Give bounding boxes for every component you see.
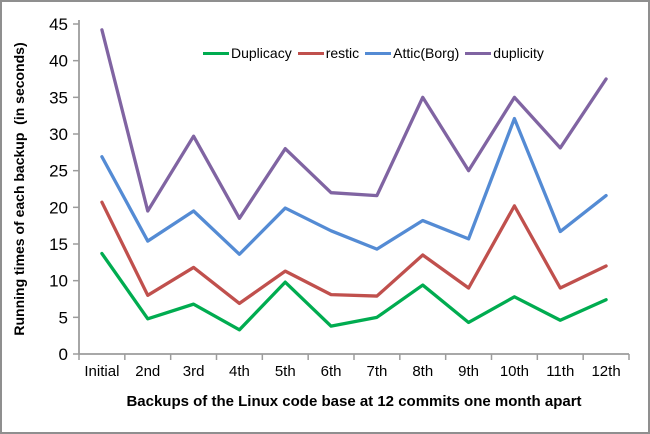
y-tick-label: 45 bbox=[49, 15, 68, 34]
x-tick-label: 10th bbox=[500, 363, 529, 380]
x-tick-label: 4th bbox=[229, 363, 250, 380]
legend-item-duplicity: duplicity bbox=[465, 46, 544, 60]
legend-label: Attic(Borg) bbox=[393, 45, 460, 61]
y-tick-label: 15 bbox=[49, 235, 68, 254]
x-tick-label: 7th bbox=[366, 363, 387, 380]
x-tick-label: 11th bbox=[546, 363, 574, 380]
legend-line-sample bbox=[203, 51, 229, 55]
x-axis-title: Backups of the Linux code base at 12 com… bbox=[126, 393, 582, 410]
x-tick-label: 6th bbox=[321, 363, 342, 380]
legend-line-sample bbox=[297, 51, 324, 55]
legend-item-restic: restic bbox=[297, 45, 360, 61]
series-line-duplicity bbox=[100, 28, 608, 220]
x-tick-label: 2nd bbox=[135, 363, 160, 380]
y-axis-title: Running times of each backup (in seconds… bbox=[11, 42, 27, 336]
legend-item-duplicacy: Duplicacy bbox=[203, 46, 292, 60]
x-tick-label: 12th bbox=[591, 363, 620, 380]
x-tick-label: 9th bbox=[458, 363, 479, 380]
legend-item-attic-borg-: Attic(Borg) bbox=[365, 46, 459, 60]
y-tick-label: 30 bbox=[49, 125, 68, 144]
series-line-duplicacy bbox=[100, 251, 608, 332]
series-line-restic bbox=[100, 200, 608, 306]
chart-legend: Duplicacy restic Attic(Borg) duplicity bbox=[203, 46, 544, 60]
y-tick-label: 10 bbox=[49, 272, 68, 291]
series-line-attic-borg- bbox=[100, 116, 608, 256]
legend-line-sample bbox=[465, 51, 492, 55]
x-tick-label: Initial bbox=[84, 363, 119, 380]
x-tick-label: 8th bbox=[412, 363, 433, 380]
y-tick-label: 25 bbox=[49, 162, 68, 181]
y-tick-label: 5 bbox=[59, 308, 68, 327]
y-tick-label: 0 bbox=[59, 345, 68, 364]
y-tick-label: 35 bbox=[49, 88, 68, 107]
x-tick-label: 3rd bbox=[183, 363, 205, 380]
legend-label: Duplicacy bbox=[231, 45, 292, 61]
legend-label: duplicity bbox=[493, 45, 544, 61]
legend-line-sample bbox=[365, 51, 392, 55]
y-tick-label: 20 bbox=[49, 198, 68, 217]
x-tick-label: 5th bbox=[275, 363, 296, 380]
legend-label: restic bbox=[325, 45, 360, 61]
y-tick-label: 40 bbox=[49, 52, 68, 71]
